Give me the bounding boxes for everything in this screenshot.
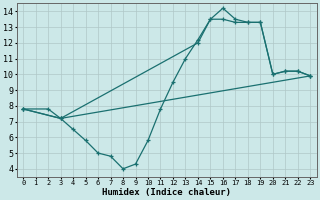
X-axis label: Humidex (Indice chaleur): Humidex (Indice chaleur) — [102, 188, 231, 197]
